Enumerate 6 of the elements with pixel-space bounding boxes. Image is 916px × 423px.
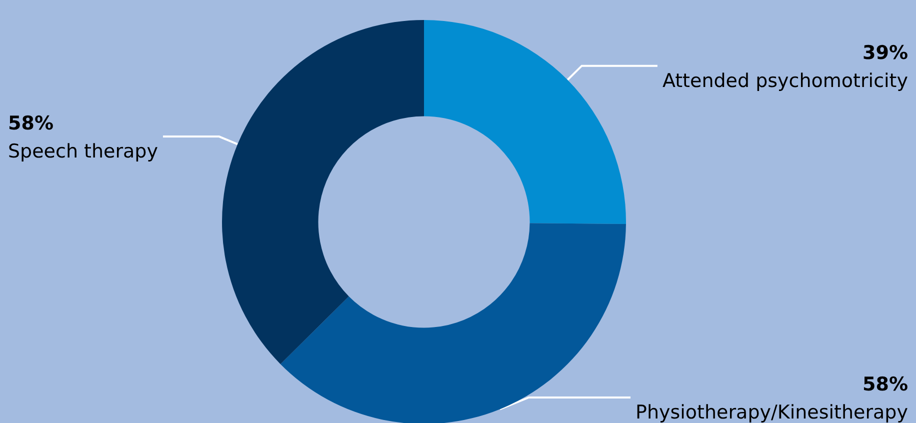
slice-label: Speech therapy (8, 140, 158, 163)
slice-label: Attended psychomotricity (662, 70, 908, 92)
data-label: 58% (862, 374, 908, 396)
data-label: 39% (862, 42, 908, 64)
slice-label: Physiotherapy/Kinesitherapy (636, 402, 908, 423)
data-label: 58% (8, 112, 54, 135)
